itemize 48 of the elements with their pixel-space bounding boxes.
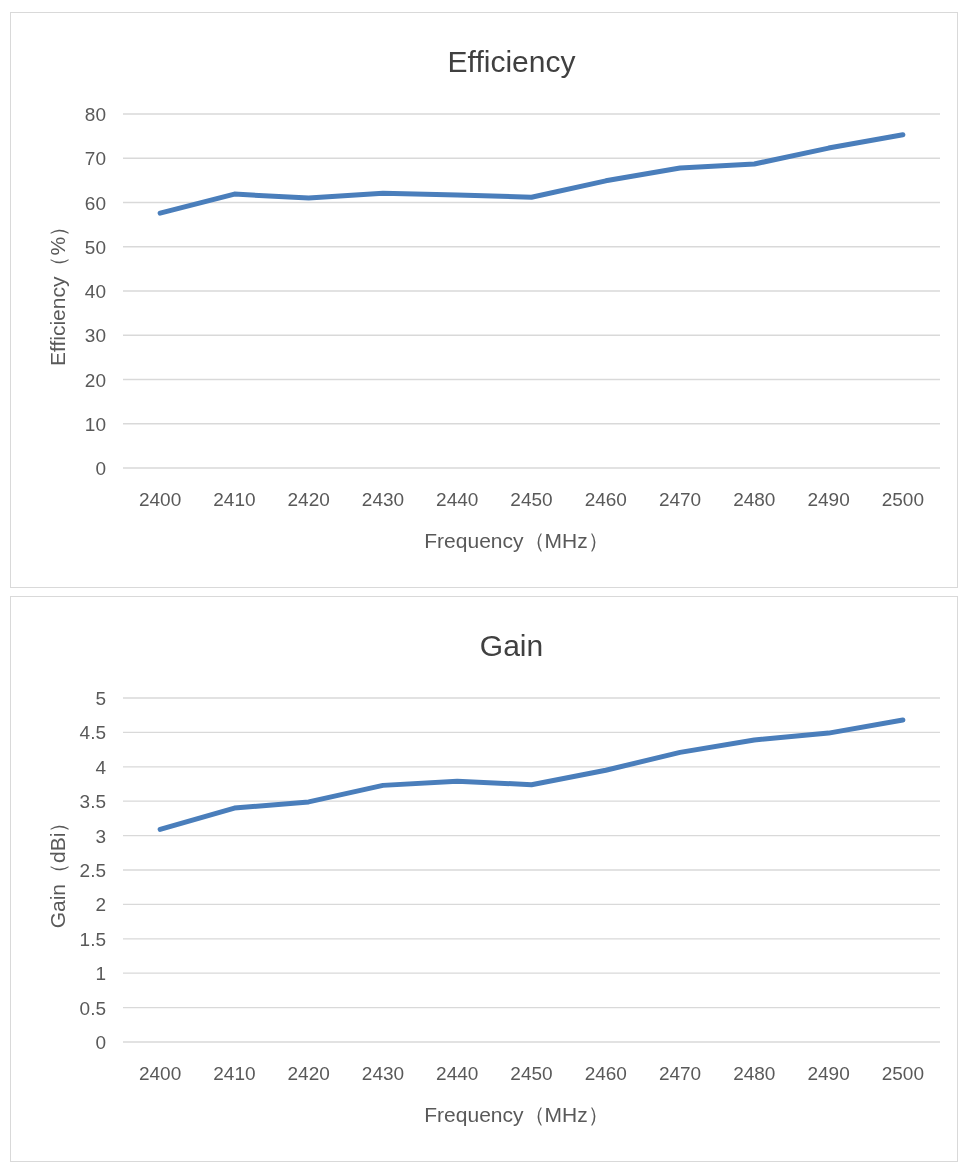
x-tick-label: 2460 <box>584 1063 627 1084</box>
y-tick-label: 20 <box>84 369 106 391</box>
y-tick-label: 3 <box>95 825 106 847</box>
y-tick-label: 80 <box>84 104 106 125</box>
y-tick-label: 70 <box>84 148 106 170</box>
x-tick-label: 2480 <box>733 1063 776 1084</box>
x-tick-label: 2410 <box>213 489 256 510</box>
y-tick-label: 2.5 <box>79 860 106 881</box>
y-tick-label: 50 <box>84 236 106 258</box>
y-tick-label: 0.5 <box>79 997 106 1019</box>
y-tick-label: 0 <box>95 458 106 479</box>
y-axis-title: Efficiency（%） <box>46 215 69 367</box>
y-tick-label: 1 <box>95 963 106 985</box>
x-tick-label: 2500 <box>881 1063 924 1084</box>
x-tick-label: 2470 <box>658 489 702 510</box>
x-tick-label: 2480 <box>733 489 776 510</box>
x-tick-label: 2450 <box>510 1063 553 1084</box>
x-tick-label: 2420 <box>287 489 330 510</box>
x-axis-title: Frequency（MHz） <box>424 1103 609 1126</box>
x-tick-label: 2430 <box>361 489 405 510</box>
y-tick-label: 5 <box>95 688 106 709</box>
x-tick-label: 2400 <box>139 1063 182 1084</box>
y-axis-title: Gain（dBi） <box>46 811 69 929</box>
x-tick-label: 2420 <box>287 1063 330 1084</box>
y-tick-label: 40 <box>84 281 106 302</box>
chart-title: Efficiency <box>447 45 576 78</box>
y-tick-label: 30 <box>84 325 106 347</box>
y-tick-label: 3.5 <box>79 791 106 813</box>
x-tick-label: 2470 <box>658 1063 702 1084</box>
x-tick-label: 2450 <box>510 489 553 510</box>
y-tick-label: 0 <box>95 1032 106 1053</box>
x-tick-label: 2410 <box>213 1063 256 1084</box>
y-tick-label: 1.5 <box>79 928 106 950</box>
y-tick-label: 60 <box>84 192 106 214</box>
chart-title: Gain <box>479 629 544 662</box>
x-tick-label: 2430 <box>361 1063 405 1084</box>
x-tick-label: 2490 <box>807 489 850 510</box>
x-tick-label: 2500 <box>881 489 924 510</box>
y-tick-label: 10 <box>84 413 106 435</box>
y-tick-label: 2 <box>95 894 106 916</box>
x-tick-label: 2490 <box>807 1063 850 1084</box>
y-tick-label: 4.5 <box>79 722 106 744</box>
x-tick-label: 2400 <box>139 489 182 510</box>
x-tick-label: 2440 <box>436 1063 479 1084</box>
y-tick-label: 4 <box>95 756 107 778</box>
x-axis-title: Frequency（MHz） <box>424 529 609 552</box>
x-tick-label: 2440 <box>436 489 479 510</box>
x-tick-label: 2460 <box>584 489 627 510</box>
